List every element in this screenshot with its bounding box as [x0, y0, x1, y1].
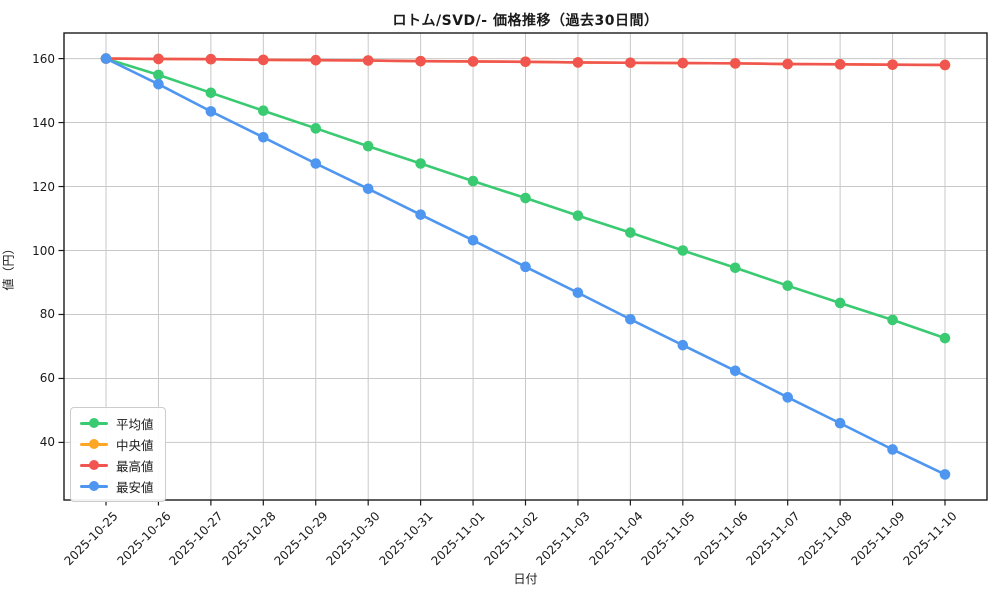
- series-marker-2: [834, 59, 846, 70]
- y-tick-label: 160: [32, 51, 55, 66]
- series-marker-2: [729, 58, 741, 69]
- series-marker-3: [153, 78, 164, 90]
- series-marker-0: [205, 87, 217, 99]
- series-marker-3: [834, 417, 846, 429]
- series-marker-0: [677, 245, 689, 256]
- legend: 平均値中央値最高値最安値: [70, 407, 166, 502]
- series-marker-0: [415, 158, 426, 169]
- legend-line-sample: [80, 415, 108, 431]
- series-marker-2: [677, 57, 689, 69]
- series-marker-0: [572, 210, 584, 221]
- legend-label: 最高値: [116, 458, 154, 474]
- series-marker-3: [520, 261, 531, 273]
- legend-line-sample: [80, 436, 108, 452]
- series-marker-3: [100, 53, 112, 64]
- series-marker-2: [310, 54, 322, 66]
- series-marker-3: [625, 313, 636, 325]
- series-marker-3: [939, 469, 951, 480]
- series-marker-2: [520, 56, 531, 68]
- y-tick-label: 40: [39, 435, 55, 450]
- x-axis-label: 日付: [513, 572, 538, 586]
- series-marker-3: [729, 365, 741, 377]
- series-marker-0: [310, 123, 322, 134]
- series-marker-2: [205, 53, 217, 65]
- series-marker-2: [887, 59, 898, 70]
- series-marker-3: [205, 106, 217, 117]
- legend-marker-dot: [89, 481, 99, 491]
- series-marker-3: [415, 209, 426, 220]
- legend-item-1: 中央値: [80, 436, 154, 453]
- legend-item-3: 最安値: [80, 478, 154, 495]
- series-marker-0: [887, 314, 898, 326]
- legend-line-sample: [80, 478, 108, 494]
- series-marker-2: [362, 55, 374, 66]
- series-marker-2: [939, 59, 951, 71]
- legend-marker-dot: [89, 418, 99, 428]
- legend-label: 中央値: [116, 437, 154, 453]
- y-tick-label: 80: [39, 307, 55, 322]
- series-marker-0: [625, 227, 636, 238]
- chart-title: ロトム/SVD/- 価格推移（過去30日間）: [392, 13, 659, 29]
- series-marker-3: [677, 339, 689, 351]
- y-tick-label: 100: [32, 243, 55, 258]
- series-marker-3: [782, 392, 793, 403]
- series-marker-2: [258, 54, 269, 66]
- series-marker-2: [153, 53, 164, 65]
- series-marker-0: [153, 69, 164, 81]
- legend-marker-dot: [89, 439, 99, 449]
- series-marker-3: [467, 234, 479, 246]
- series-marker-3: [310, 158, 322, 169]
- series-marker-3: [572, 287, 584, 299]
- plot-border: [63, 32, 988, 501]
- series-marker-0: [467, 175, 479, 187]
- series-marker-2: [625, 57, 636, 69]
- series-marker-0: [782, 280, 793, 291]
- legend-marker-dot: [89, 460, 99, 470]
- series-marker-0: [520, 192, 531, 204]
- y-tick-label: 60: [39, 371, 55, 386]
- series-marker-0: [834, 297, 846, 309]
- series-marker-2: [415, 55, 426, 67]
- legend-label: 最安値: [116, 479, 154, 495]
- y-axis-label: 値（円）: [1, 242, 16, 291]
- series-marker-2: [782, 58, 793, 70]
- legend-line-sample: [80, 457, 108, 473]
- series-marker-0: [939, 332, 951, 344]
- series-marker-0: [258, 105, 269, 117]
- series-marker-3: [258, 131, 269, 143]
- series-marker-0: [729, 262, 741, 274]
- series-marker-2: [467, 56, 479, 67]
- legend-item-0: 平均値: [80, 415, 154, 432]
- series-marker-3: [887, 444, 898, 455]
- legend-label: 平均値: [116, 416, 154, 432]
- legend-item-2: 最高値: [80, 457, 154, 474]
- y-tick-label: 140: [32, 115, 55, 130]
- series-marker-2: [572, 57, 584, 68]
- series-marker-3: [362, 183, 374, 195]
- series-marker-0: [362, 140, 374, 152]
- y-tick-label: 120: [32, 179, 55, 194]
